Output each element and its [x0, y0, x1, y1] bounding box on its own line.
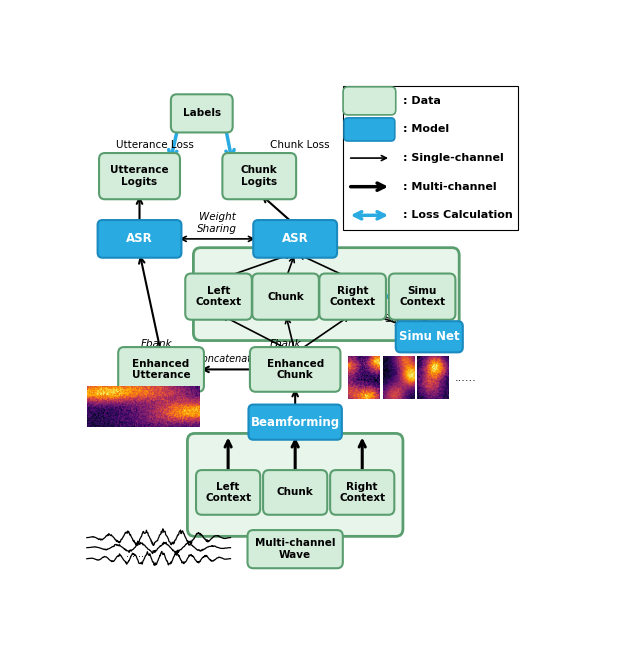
- Text: Multi-channel
Wave: Multi-channel Wave: [255, 539, 336, 560]
- Text: Simu Net: Simu Net: [399, 331, 460, 344]
- FancyBboxPatch shape: [253, 220, 337, 258]
- FancyBboxPatch shape: [252, 274, 319, 319]
- Text: Enhanced
Chunk: Enhanced Chunk: [266, 359, 324, 380]
- FancyBboxPatch shape: [193, 248, 459, 340]
- Text: Simu Loss: Simu Loss: [386, 314, 434, 324]
- FancyBboxPatch shape: [343, 86, 518, 230]
- FancyBboxPatch shape: [263, 470, 328, 515]
- Text: Chunk
Logits: Chunk Logits: [241, 166, 277, 187]
- FancyBboxPatch shape: [222, 153, 296, 200]
- Text: Simu
Context: Simu Context: [399, 286, 445, 308]
- FancyBboxPatch shape: [248, 404, 342, 439]
- Text: Chunk: Chunk: [267, 291, 304, 302]
- Text: Fbank: Fbank: [270, 339, 302, 349]
- FancyBboxPatch shape: [98, 220, 182, 258]
- Text: Right
Context: Right Context: [339, 482, 385, 503]
- Text: ASR: ASR: [282, 232, 308, 245]
- Text: STFT: STFT: [282, 535, 308, 545]
- FancyBboxPatch shape: [396, 321, 463, 352]
- Text: ......: ......: [125, 549, 144, 559]
- Text: : Multi-channel: : Multi-channel: [403, 182, 496, 192]
- Text: : Data: : Data: [403, 96, 441, 106]
- FancyBboxPatch shape: [171, 95, 232, 132]
- Text: Weight
Sharing: Weight Sharing: [197, 213, 237, 234]
- Text: Chunk: Chunk: [277, 488, 313, 497]
- Text: : Single-channel: : Single-channel: [403, 153, 504, 163]
- FancyBboxPatch shape: [389, 274, 455, 319]
- Text: Labels: Labels: [183, 108, 221, 119]
- FancyBboxPatch shape: [320, 274, 386, 319]
- FancyBboxPatch shape: [99, 153, 180, 200]
- FancyBboxPatch shape: [343, 87, 396, 115]
- Text: Chunk Loss: Chunk Loss: [270, 140, 330, 150]
- Text: Utterance Loss: Utterance Loss: [116, 140, 194, 150]
- FancyBboxPatch shape: [187, 434, 403, 537]
- Text: : Loss Calculation: : Loss Calculation: [403, 211, 513, 220]
- Text: : Model: : Model: [403, 125, 449, 134]
- FancyBboxPatch shape: [344, 118, 395, 141]
- Text: Concatenate: Concatenate: [196, 355, 258, 364]
- Text: ......: ......: [454, 373, 476, 383]
- FancyBboxPatch shape: [196, 470, 260, 515]
- Text: ASR: ASR: [126, 232, 153, 245]
- Text: Left
Context: Left Context: [195, 286, 242, 308]
- Text: Right
Context: Right Context: [329, 286, 376, 308]
- FancyBboxPatch shape: [118, 347, 204, 392]
- FancyBboxPatch shape: [330, 470, 394, 515]
- FancyBboxPatch shape: [185, 274, 252, 319]
- FancyBboxPatch shape: [248, 530, 343, 569]
- Text: Fbank: Fbank: [140, 339, 172, 349]
- Text: Utterance
Logits: Utterance Logits: [110, 166, 169, 187]
- Text: Left
Context: Left Context: [205, 482, 251, 503]
- Text: Enhanced
Utterance: Enhanced Utterance: [132, 359, 190, 380]
- Text: Beamforming: Beamforming: [251, 415, 340, 428]
- FancyBboxPatch shape: [250, 347, 341, 392]
